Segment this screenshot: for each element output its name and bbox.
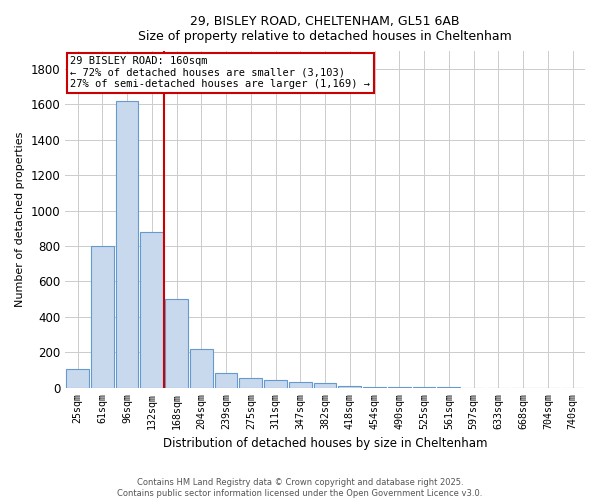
Bar xyxy=(264,380,287,388)
Bar xyxy=(215,372,238,388)
Bar xyxy=(239,378,262,388)
X-axis label: Distribution of detached houses by size in Cheltenham: Distribution of detached houses by size … xyxy=(163,437,487,450)
Text: 29 BISLEY ROAD: 160sqm
← 72% of detached houses are smaller (3,103)
27% of semi-: 29 BISLEY ROAD: 160sqm ← 72% of detached… xyxy=(70,56,370,90)
Bar xyxy=(363,387,386,388)
Text: Contains HM Land Registry data © Crown copyright and database right 2025.
Contai: Contains HM Land Registry data © Crown c… xyxy=(118,478,482,498)
Bar xyxy=(116,100,139,388)
Bar xyxy=(190,349,213,388)
Bar xyxy=(66,369,89,388)
Bar xyxy=(314,384,337,388)
Y-axis label: Number of detached properties: Number of detached properties xyxy=(15,132,25,307)
Title: 29, BISLEY ROAD, CHELTENHAM, GL51 6AB
Size of property relative to detached hous: 29, BISLEY ROAD, CHELTENHAM, GL51 6AB Si… xyxy=(138,15,512,43)
Bar xyxy=(91,246,113,388)
Bar xyxy=(338,386,361,388)
Bar xyxy=(140,232,163,388)
Bar xyxy=(165,299,188,388)
Bar xyxy=(289,382,312,388)
